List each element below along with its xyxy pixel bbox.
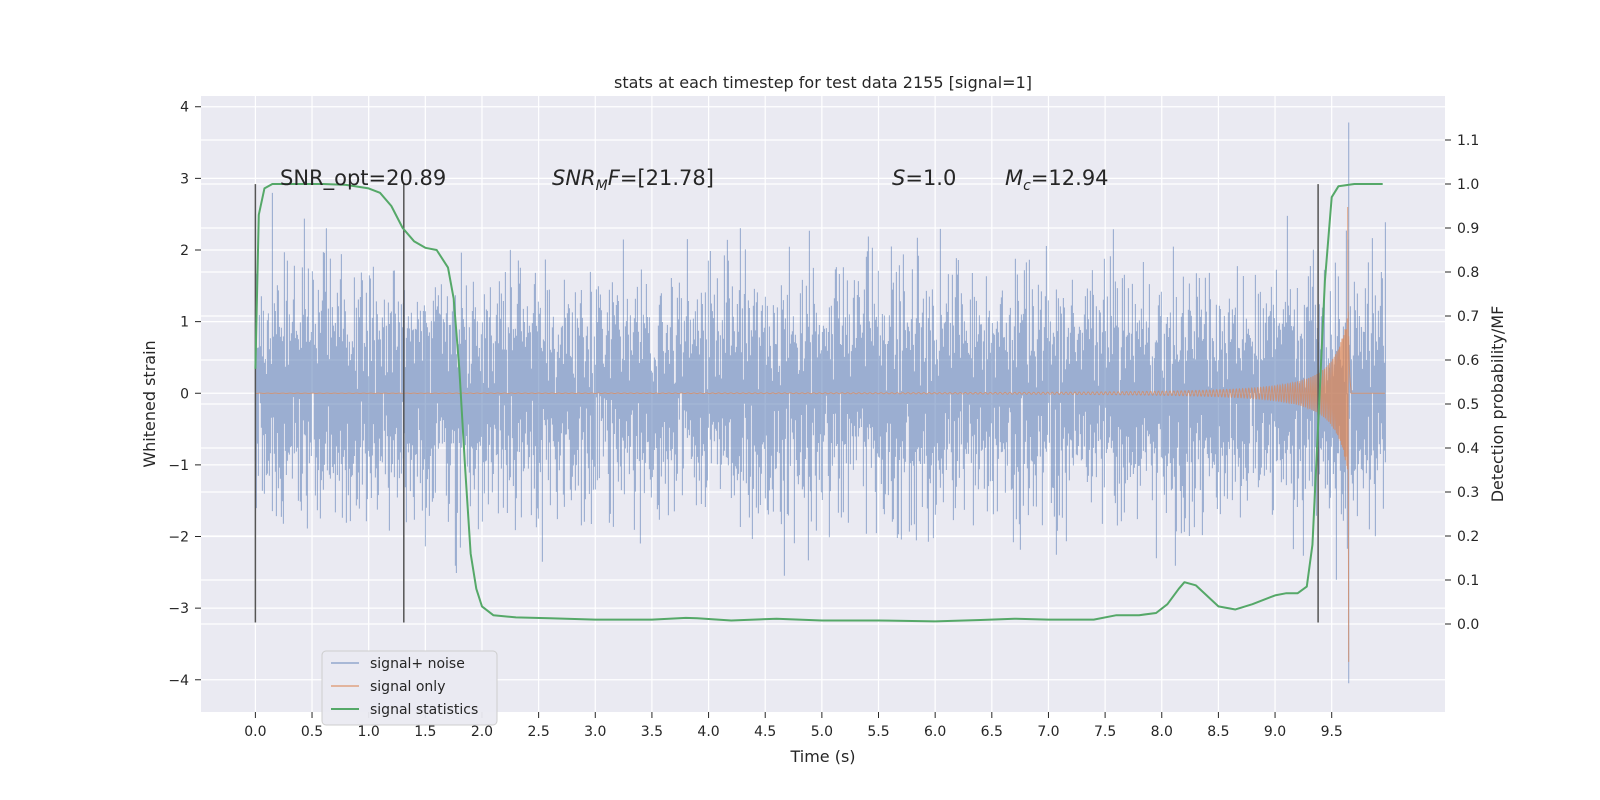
series-signal-only [255, 206, 1385, 662]
left-y-tick-label: 4 [180, 100, 189, 116]
x-tick-label: 8.0 [1151, 724, 1173, 740]
annotation-mc: Mc=12.94 [1005, 166, 1109, 194]
right-y-tick-label: 0.5 [1457, 397, 1479, 413]
left-y-tick-label: 0 [180, 386, 189, 402]
annotation-s: S=1.0 [892, 166, 956, 190]
mc-value: =12.94 [1031, 166, 1109, 190]
x-tick-label: 6.0 [924, 724, 946, 740]
right-y-axis-ticks: 1.1 1.0 0.9 0.8 0.7 0.6 0.5 0.4 0.3 0.2 0.1 0.0 [1445, 133, 1479, 633]
x-tick-label: 5.5 [867, 724, 889, 740]
left-y-tick-label: −3 [168, 601, 189, 617]
right-y-axis-label: Detection probability/MF [1488, 306, 1507, 503]
right-y-tick-label: 0.3 [1457, 485, 1479, 501]
chart-title: stats at each timestep for test data 215… [614, 73, 1032, 92]
x-tick-label: 1.5 [414, 724, 436, 740]
x-tick-label: 2.0 [471, 724, 493, 740]
x-tick-label: 7.5 [1094, 724, 1116, 740]
s-value: =1.0 [905, 166, 956, 190]
legend-label-signal-only: signal only [370, 679, 445, 695]
right-y-tick-label: 0.7 [1457, 309, 1479, 325]
left-y-tick-label: −1 [168, 458, 189, 474]
left-y-tick-label: −4 [168, 673, 189, 689]
x-tick-label: 9.5 [1321, 724, 1343, 740]
right-y-tick-label: 1.0 [1457, 177, 1479, 193]
x-tick-label: 0.5 [301, 724, 323, 740]
left-y-tick-label: 1 [180, 315, 189, 331]
vertical-markers [254, 184, 1319, 623]
x-axis-label: Time (s) [789, 747, 855, 766]
left-y-axis-label: Whitened strain [140, 340, 159, 467]
left-y-tick-label: 2 [180, 243, 189, 259]
signal-only-trace [255, 206, 1385, 662]
right-y-tick-label: 0.0 [1457, 617, 1479, 633]
x-tick-label: 5.0 [811, 724, 833, 740]
annotation-snr-opt: SNR_opt=20.89 [280, 166, 446, 191]
legend: signal+ noise signal only signal statist… [321, 650, 498, 726]
x-tick-label: 9.0 [1264, 724, 1286, 740]
mc-symbol: M [1005, 166, 1023, 190]
snr-mf-symbol: SNR [552, 166, 596, 190]
legend-label-signal-noise: signal+ noise [370, 656, 465, 672]
legend-box [321, 650, 498, 726]
x-tick-label: 3.0 [584, 724, 606, 740]
x-tick-label: 3.5 [641, 724, 663, 740]
snr-mf-value: =[21.78] [620, 166, 714, 190]
legend-label-signal-statistics: signal statistics [370, 702, 478, 718]
mc-subscript: c [1023, 178, 1031, 194]
x-tick-label: 4.0 [697, 724, 719, 740]
x-tick-label: 7.0 [1037, 724, 1059, 740]
right-y-tick-label: 0.2 [1457, 529, 1479, 545]
signal-statistics-line [254, 183, 1383, 623]
s-symbol: S [892, 166, 905, 190]
left-y-tick-label: −2 [168, 530, 189, 546]
x-tick-label: 0.0 [244, 724, 266, 740]
right-y-tick-label: 0.4 [1457, 441, 1479, 457]
snr-mf-subscript: M [596, 178, 608, 194]
left-y-tick-label: 3 [180, 171, 189, 187]
x-tick-label: 8.5 [1207, 724, 1229, 740]
snr-mf-f: F [608, 166, 621, 190]
right-y-tick-label: 0.9 [1457, 221, 1479, 237]
right-y-tick-label: 1.1 [1457, 133, 1479, 149]
right-y-tick-label: 0.1 [1457, 573, 1479, 589]
right-y-tick-label: 0.8 [1457, 265, 1479, 281]
series-signal-statistics [254, 183, 1383, 623]
x-tick-label: 2.5 [527, 724, 549, 740]
annotation-snr-mf: SNRMF=[21.78] [552, 166, 714, 194]
right-y-tick-label: 0.6 [1457, 353, 1479, 369]
x-tick-label: 6.5 [981, 724, 1003, 740]
x-tick-label: 4.5 [754, 724, 776, 740]
left-y-axis-ticks: 4 3 2 1 0 −1 −2 −3 −4 [168, 100, 201, 689]
x-tick-label: 1.0 [358, 724, 380, 740]
x-axis-ticks: 0.0 0.5 1.0 1.5 2.0 2.5 3.0 3.5 4.0 4.5 5.0 5.5 6.0 6… [244, 712, 1343, 740]
